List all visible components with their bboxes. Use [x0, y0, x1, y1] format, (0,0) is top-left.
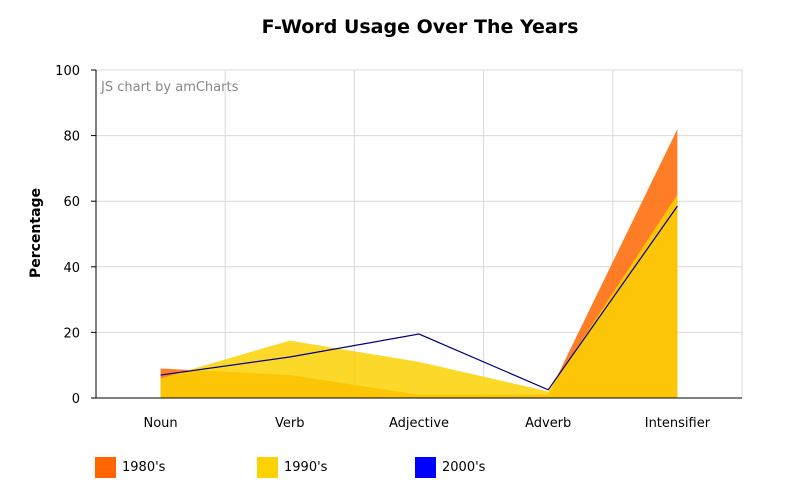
x-tick-label: Adverb	[525, 416, 571, 431]
y-tick-label: 40	[63, 261, 80, 276]
legend-swatch	[415, 456, 436, 478]
plot-areas	[160, 129, 678, 399]
legend: 1980's 1990's 2000's	[95, 455, 695, 481]
legend-item[interactable]: 2000's	[415, 455, 485, 479]
legend-swatch	[95, 456, 116, 478]
x-tick-label: Noun	[144, 416, 178, 431]
y-tick-label: 80	[63, 130, 80, 145]
y-tick-label: 20	[63, 326, 80, 341]
legend-label: 1990's	[284, 459, 328, 475]
y-axis-label: Percentage	[28, 188, 44, 278]
y-tick-label: 100	[55, 64, 80, 79]
legend-item[interactable]: 1990's	[257, 455, 327, 479]
axes	[91, 69, 742, 399]
y-tick-label: 60	[63, 195, 80, 210]
chart-title: F-Word Usage Over The Years	[261, 16, 579, 38]
area-series-1[interactable]	[160, 194, 678, 398]
legend-item[interactable]: 1980's	[95, 455, 165, 479]
chart-credit[interactable]: JS chart by amCharts	[100, 80, 239, 95]
legend-label: 2000's	[442, 459, 486, 475]
x-tick-label: Verb	[275, 416, 304, 431]
x-tick-label: Adjective	[389, 416, 449, 431]
x-tick-label: Intensifier	[645, 416, 711, 431]
grid	[96, 69, 743, 398]
legend-label: 1980's	[122, 459, 166, 475]
axis-labels: 0 20 40 60 80 100 Noun Verb Adjective Adverb Inten…	[55, 64, 711, 431]
y-tick-label: 0	[72, 392, 80, 407]
legend-swatch	[257, 456, 278, 478]
plot-lines	[160, 205, 678, 391]
